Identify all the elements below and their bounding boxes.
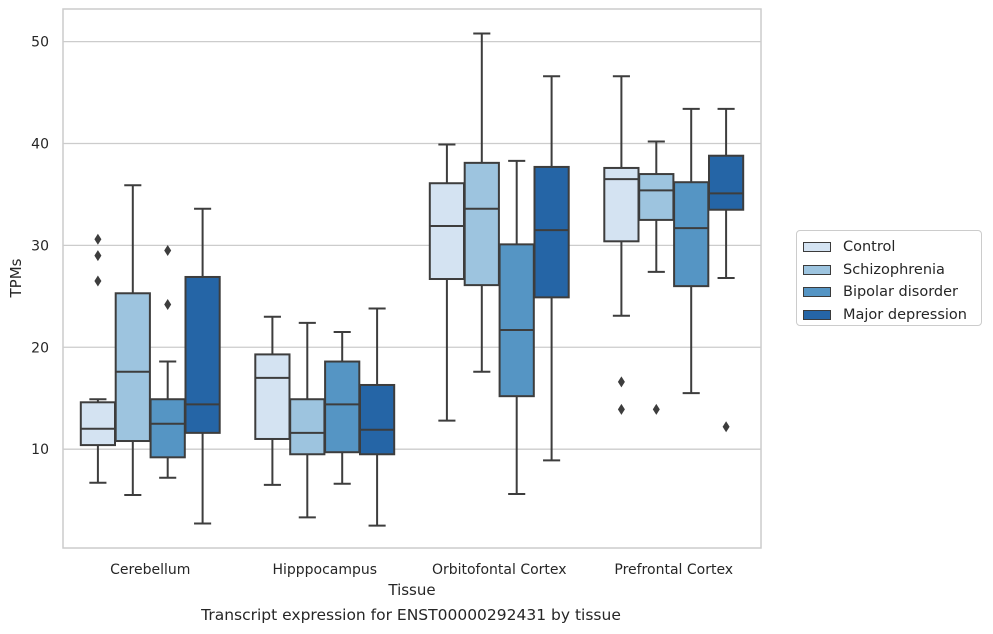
y-tick-label: 10 bbox=[31, 442, 49, 458]
iqr-box bbox=[254, 353, 291, 440]
boxes-layer bbox=[79, 32, 745, 527]
box-bipolar-disorder-1 bbox=[324, 330, 361, 485]
legend-swatch-bipolar-disorder bbox=[803, 287, 831, 298]
iqr-box bbox=[358, 383, 396, 456]
box-bipolar-disorder-0 bbox=[149, 244, 186, 479]
legend-label: Major depression bbox=[843, 306, 967, 323]
iqr-box bbox=[324, 360, 361, 454]
x-tick-label: Hipppocampus bbox=[272, 562, 377, 578]
legend-item-bipolar-disorder: Bipolar disorder bbox=[803, 281, 981, 304]
box-control-0 bbox=[79, 233, 117, 484]
legend-item-control: Control bbox=[803, 236, 981, 259]
box-control-2 bbox=[428, 143, 466, 422]
outlier-point bbox=[164, 298, 172, 310]
legend-label: Control bbox=[843, 239, 896, 256]
iqr-box bbox=[184, 275, 221, 434]
box-control-1 bbox=[254, 315, 291, 486]
x-tick-label: Orbitofontal Cortex bbox=[432, 562, 567, 578]
legend-swatch-major-depression bbox=[803, 309, 831, 320]
iqr-box bbox=[673, 181, 710, 288]
y-tick-labels: 10 20 30 40 50 bbox=[31, 35, 49, 459]
y-tick-label: 30 bbox=[31, 238, 49, 254]
legend: Control Schizophrenia Bipolar disorder M… bbox=[796, 230, 982, 326]
outlier-point bbox=[617, 376, 625, 388]
outlier-point bbox=[617, 403, 625, 415]
legend-label: Schizophrenia bbox=[843, 261, 945, 278]
outlier-point bbox=[164, 244, 172, 256]
x-tick-label: Cerebellum bbox=[110, 562, 190, 578]
iqr-box bbox=[289, 398, 326, 456]
box-major-depression-3 bbox=[707, 107, 745, 433]
outlier-point bbox=[94, 250, 102, 262]
box-schizophrenia-1 bbox=[289, 321, 326, 519]
box-schizophrenia-2 bbox=[463, 32, 500, 373]
iqr-box bbox=[149, 398, 186, 459]
x-axis-label: Tissue bbox=[387, 581, 435, 599]
y-tick-label: 50 bbox=[31, 35, 49, 51]
x-tick-labels: Cerebellum Hipppocampus Orbitofontal Corte… bbox=[110, 562, 733, 578]
legend-label: Bipolar disorder bbox=[843, 284, 958, 301]
box-schizophrenia-3 bbox=[638, 140, 675, 415]
iqr-box bbox=[114, 292, 151, 443]
box-major-depression-1 bbox=[358, 307, 396, 527]
legend-item-schizophrenia: Schizophrenia bbox=[803, 259, 981, 282]
box-major-depression-2 bbox=[533, 75, 570, 462]
box-schizophrenia-0 bbox=[114, 184, 151, 497]
iqr-box bbox=[638, 173, 675, 221]
y-axis-label: TPMs bbox=[7, 258, 25, 298]
outlier-point bbox=[722, 421, 730, 433]
y-tick-label: 40 bbox=[31, 136, 49, 152]
outlier-point bbox=[94, 275, 102, 287]
iqr-box bbox=[428, 182, 466, 281]
iqr-box bbox=[533, 165, 570, 299]
iqr-box bbox=[707, 154, 745, 211]
iqr-box bbox=[463, 161, 500, 287]
legend-swatch-control bbox=[803, 242, 831, 253]
box-bipolar-disorder-2 bbox=[498, 159, 535, 495]
outlier-point bbox=[652, 403, 660, 415]
iqr-box bbox=[498, 243, 535, 398]
grid-layer bbox=[63, 40, 761, 450]
box-major-depression-0 bbox=[184, 207, 221, 525]
plot-frame bbox=[62, 8, 762, 549]
legend-item-major-depression: Major depression bbox=[803, 304, 981, 327]
iqr-box bbox=[79, 401, 117, 447]
outlier-point bbox=[94, 233, 102, 245]
figure-caption: Transcript expression for ENST0000029243… bbox=[201, 606, 621, 624]
x-tick-label: Prefrontal Cortex bbox=[614, 562, 733, 578]
legend-swatch-schizophrenia bbox=[803, 264, 831, 275]
y-tick-label: 20 bbox=[31, 340, 49, 356]
box-bipolar-disorder-3 bbox=[673, 107, 710, 395]
